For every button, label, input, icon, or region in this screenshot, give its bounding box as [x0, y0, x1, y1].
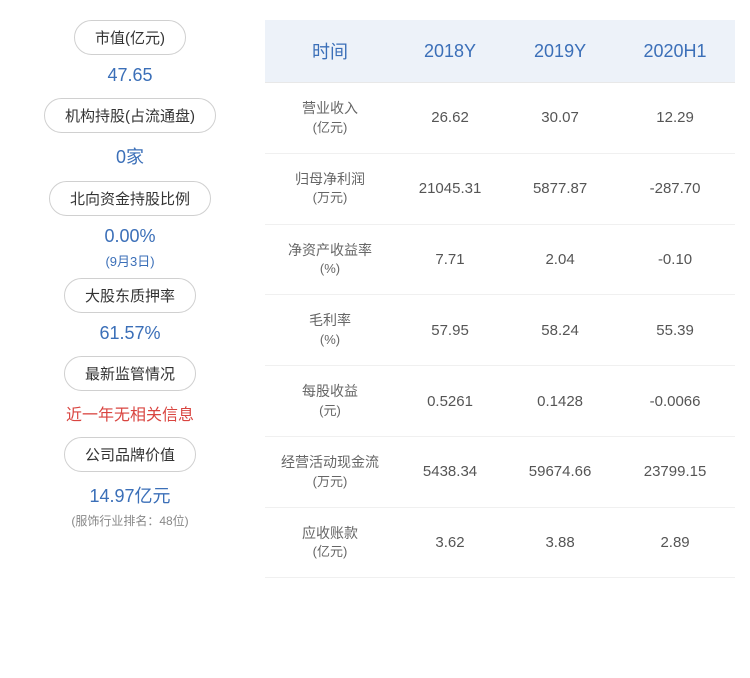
metric-unit: (万元) [270, 473, 390, 491]
value-cell: 12.29 [615, 83, 735, 154]
table-row: 归母净利润(万元)21045.315877.87-287.70 [265, 153, 735, 224]
table-header-cell: 2019Y [505, 20, 615, 83]
financial-table: 时间 2018Y 2019Y 2020H1 营业收入(亿元)26.6230.07… [265, 20, 735, 578]
info-value: 61.57% [99, 323, 160, 344]
metric-cell: 净资产收益率(%) [265, 224, 395, 295]
value-cell: 21045.31 [395, 153, 505, 224]
metric-name: 归母净利润 [270, 170, 390, 190]
metric-cell: 经营活动现金流(万元) [265, 436, 395, 507]
info-value: 0家 [116, 143, 144, 169]
info-value: 近一年无相关信息 [66, 401, 194, 425]
info-label: 最新监管情况 [64, 356, 196, 391]
info-label: 大股东质押率 [64, 278, 196, 313]
info-card-northbound: 北向资金持股比例 0.00% (9月3日) [15, 181, 245, 270]
info-value: 47.65 [107, 65, 152, 86]
info-label: 公司品牌价值 [64, 437, 196, 472]
value-cell: 0.5261 [395, 366, 505, 437]
info-sub: (9月3日) [105, 251, 154, 270]
value-cell: 7.71 [395, 224, 505, 295]
value-cell: 5877.87 [505, 153, 615, 224]
info-value: 14.97亿元 [89, 482, 170, 508]
table-header-cell: 时间 [265, 20, 395, 83]
table-row: 毛利率(%)57.9558.2455.39 [265, 295, 735, 366]
info-card-institutional: 机构持股(占流通盘) 0家 [15, 98, 245, 173]
info-card-regulatory: 最新监管情况 近一年无相关信息 [15, 356, 245, 429]
value-cell: 30.07 [505, 83, 615, 154]
metric-unit: (亿元) [270, 119, 390, 137]
table-row: 每股收益(元)0.52610.1428-0.0066 [265, 366, 735, 437]
metric-name: 应收账款 [270, 524, 390, 544]
metric-cell: 归母净利润(万元) [265, 153, 395, 224]
sidebar-panel: 市值(亿元) 47.65 机构持股(占流通盘) 0家 北向资金持股比例 0.00… [15, 20, 245, 658]
info-label: 北向资金持股比例 [49, 181, 211, 216]
value-cell: 0.1428 [505, 366, 615, 437]
table-row: 净资产收益率(%)7.712.04-0.10 [265, 224, 735, 295]
table-header-cell: 2018Y [395, 20, 505, 83]
info-sub: (服饰行业排名：48位) [71, 512, 188, 529]
table-row: 经营活动现金流(万元)5438.3459674.6623799.15 [265, 436, 735, 507]
value-cell: 59674.66 [505, 436, 615, 507]
info-label: 机构持股(占流通盘) [44, 98, 216, 133]
value-cell: 3.88 [505, 507, 615, 578]
metric-unit: (%) [270, 260, 390, 278]
value-cell: 2.89 [615, 507, 735, 578]
value-cell: -0.0066 [615, 366, 735, 437]
metric-cell: 应收账款(亿元) [265, 507, 395, 578]
metric-name: 营业收入 [270, 99, 390, 119]
table-row: 应收账款(亿元)3.623.882.89 [265, 507, 735, 578]
metric-cell: 每股收益(元) [265, 366, 395, 437]
table-row: 营业收入(亿元)26.6230.0712.29 [265, 83, 735, 154]
metric-name: 经营活动现金流 [270, 453, 390, 473]
value-cell: -287.70 [615, 153, 735, 224]
value-cell: 55.39 [615, 295, 735, 366]
metric-unit: (%) [270, 331, 390, 349]
value-cell: 2.04 [505, 224, 615, 295]
value-cell: 3.62 [395, 507, 505, 578]
metric-cell: 营业收入(亿元) [265, 83, 395, 154]
metric-name: 每股收益 [270, 382, 390, 402]
metric-unit: (元) [270, 402, 390, 420]
data-table-panel: 时间 2018Y 2019Y 2020H1 营业收入(亿元)26.6230.07… [265, 20, 735, 658]
value-cell: 5438.34 [395, 436, 505, 507]
info-label: 市值(亿元) [74, 20, 186, 55]
value-cell: 23799.15 [615, 436, 735, 507]
info-card-brand-value: 公司品牌价值 14.97亿元 (服饰行业排名：48位) [15, 437, 245, 529]
info-card-market-cap: 市值(亿元) 47.65 [15, 20, 245, 90]
info-value: 0.00% [104, 226, 155, 247]
value-cell: 57.95 [395, 295, 505, 366]
value-cell: 58.24 [505, 295, 615, 366]
value-cell: -0.10 [615, 224, 735, 295]
metric-name: 净资产收益率 [270, 241, 390, 261]
table-header-row: 时间 2018Y 2019Y 2020H1 [265, 20, 735, 83]
metric-unit: (万元) [270, 189, 390, 207]
metric-name: 毛利率 [270, 311, 390, 331]
info-card-pledge: 大股东质押率 61.57% [15, 278, 245, 348]
metric-cell: 毛利率(%) [265, 295, 395, 366]
metric-unit: (亿元) [270, 543, 390, 561]
value-cell: 26.62 [395, 83, 505, 154]
table-header-cell: 2020H1 [615, 20, 735, 83]
